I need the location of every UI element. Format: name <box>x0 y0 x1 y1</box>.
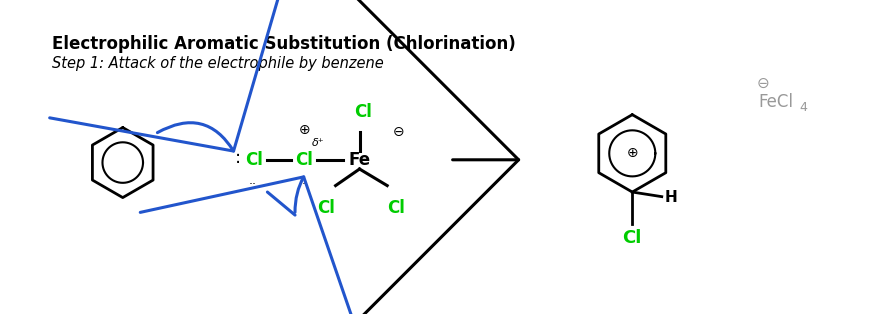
Text: H: H <box>665 190 677 205</box>
Text: Cl: Cl <box>623 229 642 247</box>
Text: Step 1: Attack of the electrophile by benzene: Step 1: Attack of the electrophile by be… <box>52 56 383 71</box>
Text: 4: 4 <box>799 101 807 114</box>
Text: Cl: Cl <box>246 151 263 169</box>
Text: Electrophilic Aromatic Substitution (Chlorination): Electrophilic Aromatic Substitution (Chl… <box>52 35 515 53</box>
Text: ⊖: ⊖ <box>392 125 404 139</box>
Text: ⊕: ⊕ <box>626 146 638 160</box>
Text: Cl: Cl <box>387 199 405 217</box>
Text: FeCl: FeCl <box>759 93 794 111</box>
Text: Cl: Cl <box>317 199 335 217</box>
Text: Fe: Fe <box>349 151 371 169</box>
Text: δ⁺: δ⁺ <box>312 138 324 148</box>
Text: Cl: Cl <box>354 103 372 121</box>
Text: ⊕: ⊕ <box>298 123 310 137</box>
Text: Cl: Cl <box>296 151 314 169</box>
Text: :: : <box>235 149 241 167</box>
Text: ⊖: ⊖ <box>757 76 770 91</box>
Text: ..: .. <box>249 174 256 187</box>
Text: ..: .. <box>298 174 306 187</box>
